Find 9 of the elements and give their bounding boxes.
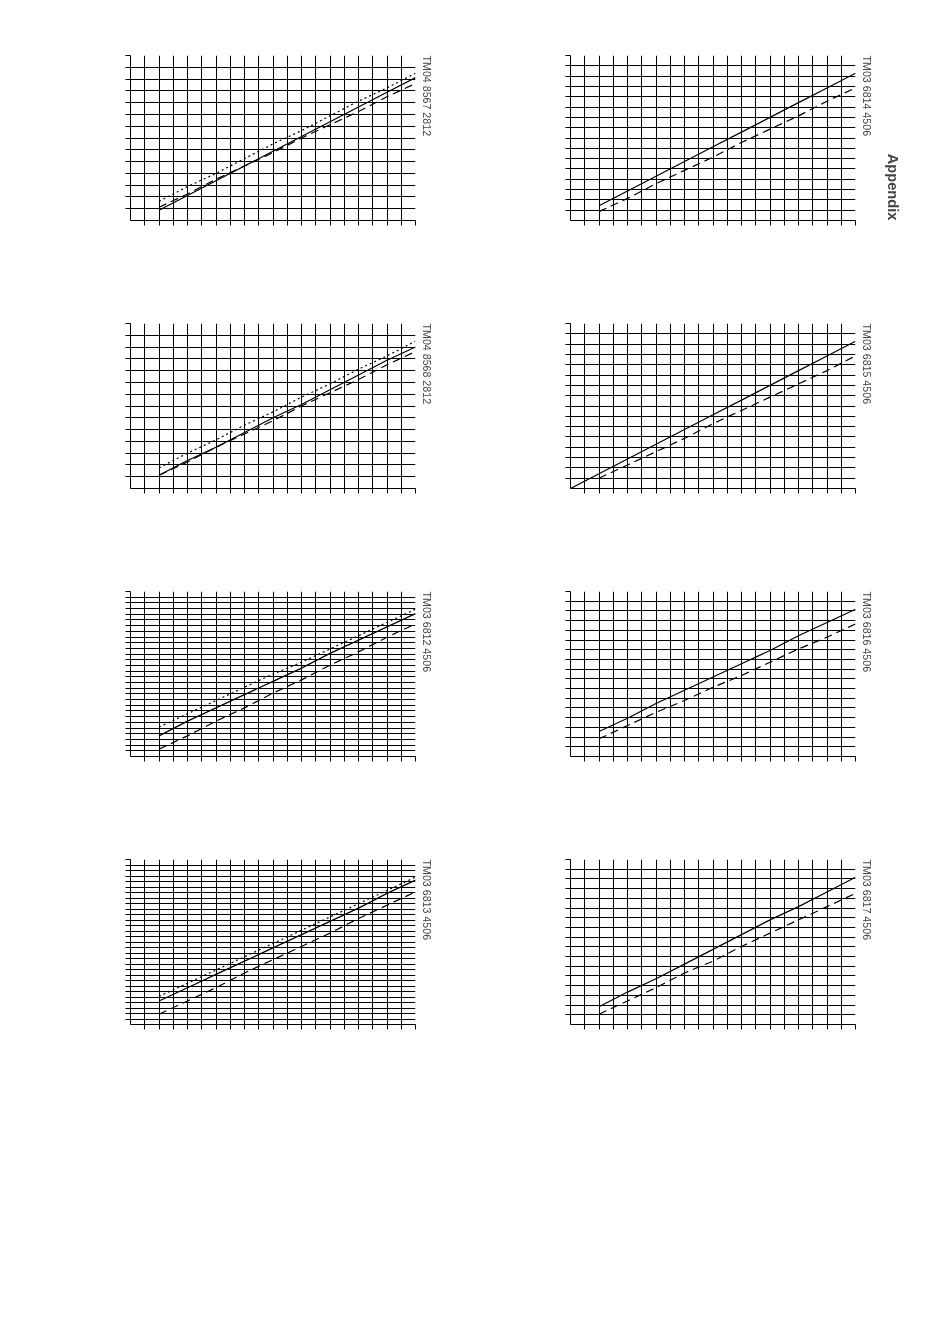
text: TM04 8568 2812 (420, 323, 433, 405)
text: TM03 6815 4506 (860, 323, 873, 405)
text: Appendix (884, 153, 901, 222)
text: TM04 8567 2812 (420, 55, 433, 137)
text: TM03 6816 4506 (860, 591, 873, 673)
text: TM03 6813 4506 (420, 859, 433, 941)
text: TM03 6812 4506 (420, 591, 433, 673)
text: TM03 6814 4506 (860, 55, 873, 137)
text: TM03 6817 4506 (860, 859, 873, 941)
